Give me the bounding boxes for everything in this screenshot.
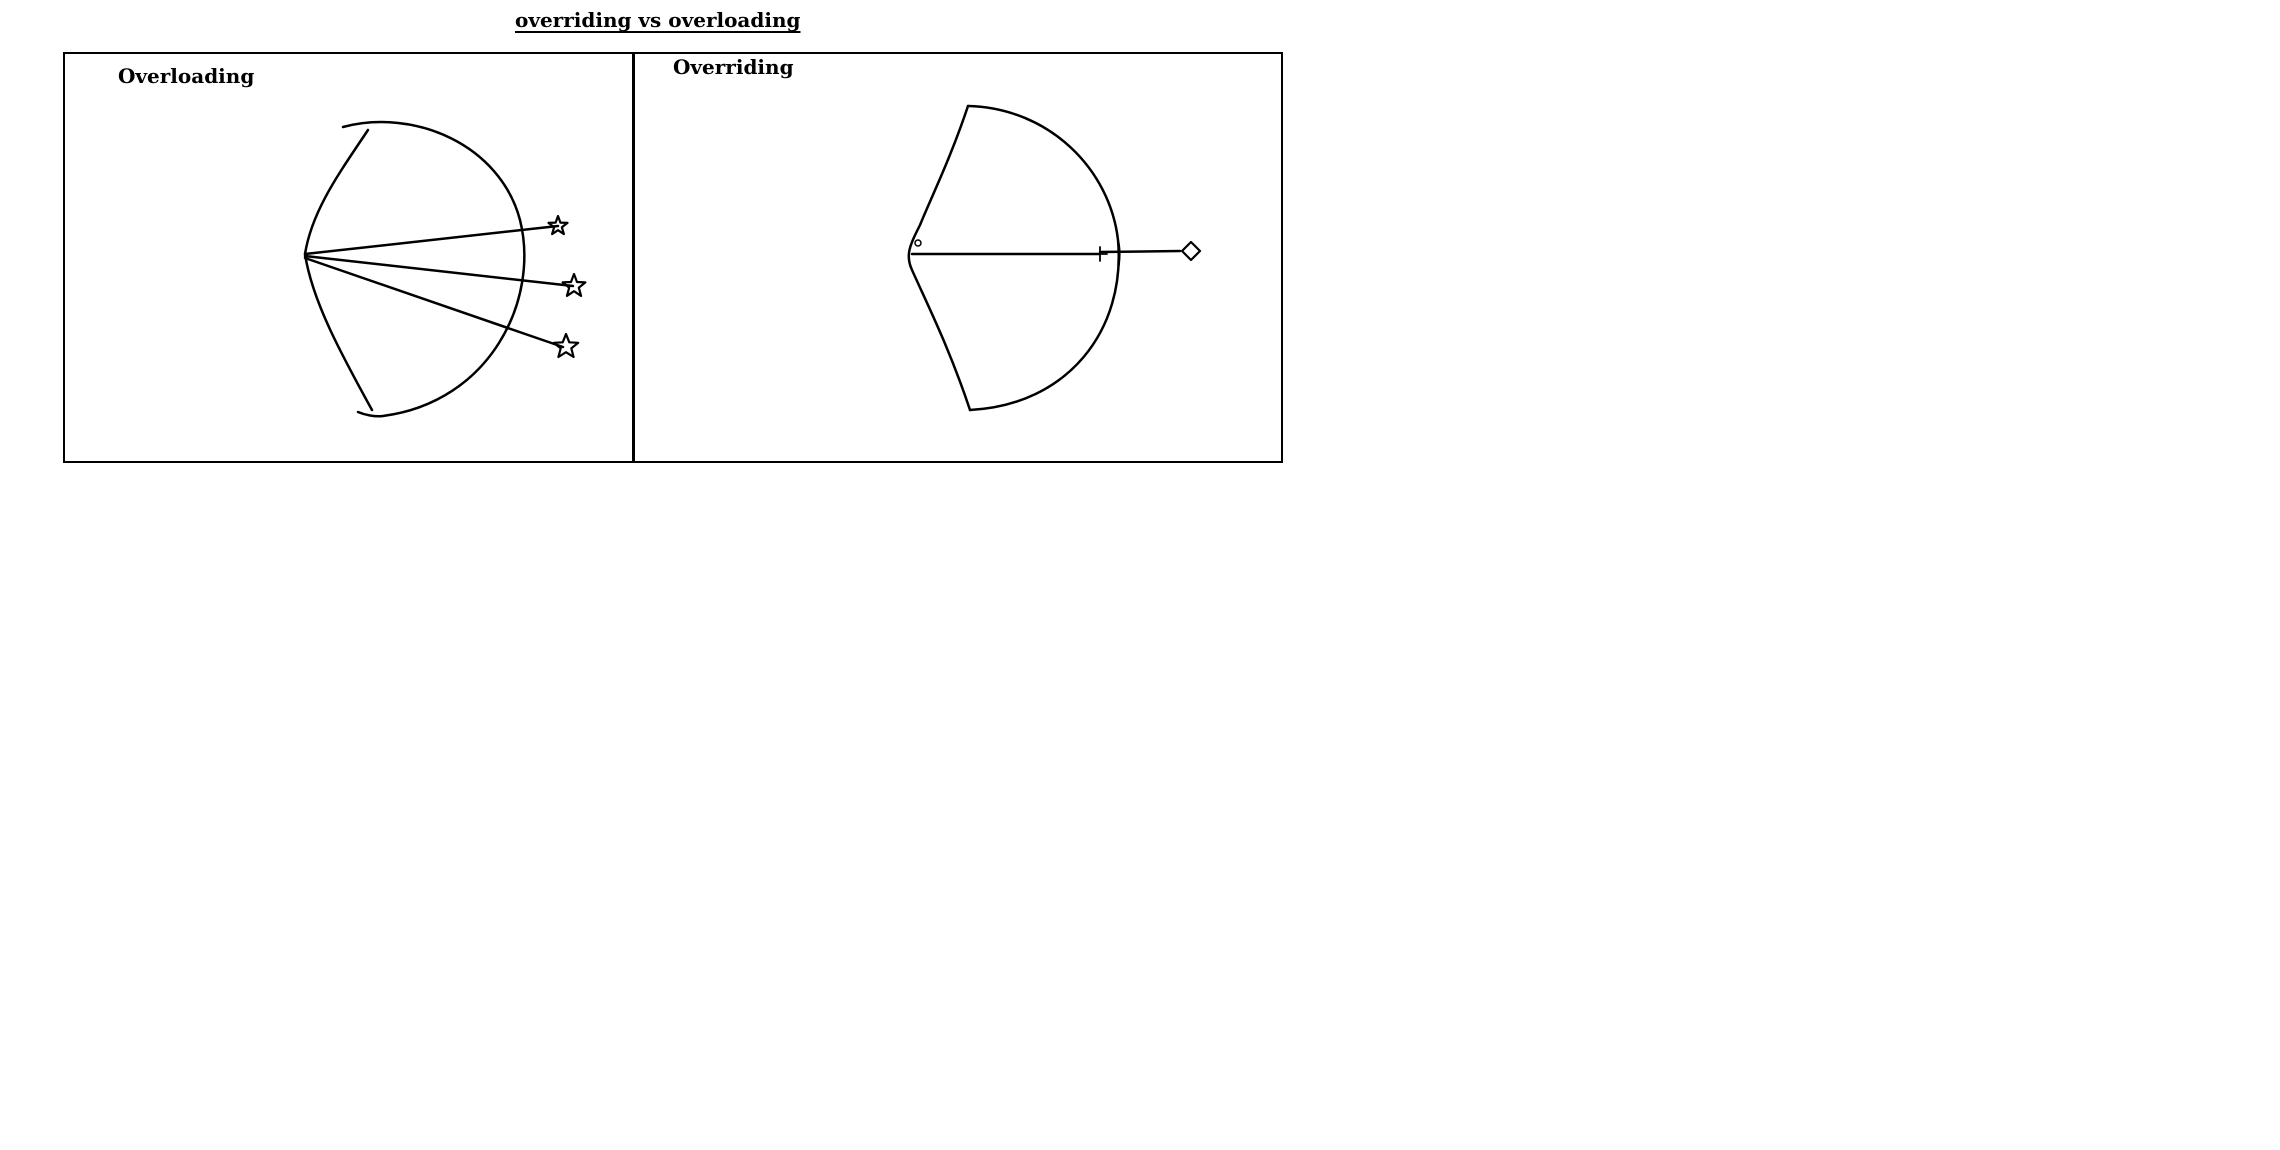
arrow [1098, 249, 1182, 254]
arrow [303, 224, 560, 256]
joint-marker [914, 239, 922, 247]
star-icon [547, 214, 569, 236]
overloading-diagram [303, 120, 587, 418]
tick-mark [1092, 246, 1108, 262]
bow-inner-curve [907, 104, 972, 412]
star-icon [552, 332, 580, 359]
arrow [303, 256, 565, 349]
overriding-diagram [907, 104, 1202, 412]
star-icon [561, 272, 587, 297]
page-title: overriding vs overloading [515, 8, 801, 32]
arrow [303, 254, 575, 288]
diagram-frame [63, 52, 1283, 463]
panel-title-overloading: Overloading [118, 64, 255, 88]
tick-mark [1116, 235, 1121, 276]
diamond-icon [1180, 240, 1202, 262]
panel-divider [632, 52, 635, 463]
panel-title-overriding: Overriding [673, 55, 794, 79]
bow-shape [966, 104, 1120, 412]
bow-shape [341, 120, 526, 418]
